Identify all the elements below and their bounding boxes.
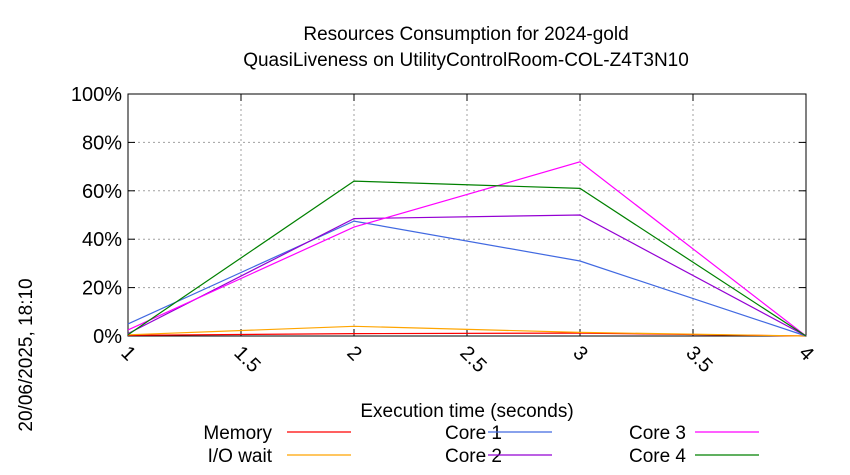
y-tick-label: 60% <box>82 181 122 203</box>
x-tick-label: 3.5 <box>681 342 716 377</box>
chart-title: Resources Consumption for 2024-gold <box>303 24 628 45</box>
x-tick-label: 4 <box>794 342 817 365</box>
legend-label: Core 4 <box>629 446 686 467</box>
legend-label: Memory <box>203 423 272 444</box>
y-axis: 0% 20% 40% 60% 80% 100% <box>71 84 806 348</box>
x-tick-label: 3 <box>568 342 591 365</box>
x-tick-label: 2.5 <box>455 342 490 377</box>
x-axis-label: Execution time (seconds) <box>360 401 573 422</box>
chart-subtitle: QuasiLiveness on UtilityControlRoom-COL-… <box>243 50 689 71</box>
series-line-core-3 <box>127 161 807 337</box>
grid <box>128 94 806 336</box>
legend-label: I/O wait <box>208 446 273 467</box>
legend-label: Core 1 <box>445 423 502 444</box>
y-tick-label: 80% <box>82 132 122 154</box>
legend-label: Core 3 <box>629 423 686 444</box>
y-tick-label: 20% <box>82 278 122 300</box>
series-line-i-o-wait <box>127 325 807 337</box>
y-tick-label: 0% <box>93 326 122 348</box>
series-line-core-4 <box>127 180 807 337</box>
series-lines <box>127 161 807 337</box>
x-tick-label: 1.5 <box>229 342 264 377</box>
y-tick-label: 100% <box>71 84 122 106</box>
legend-label: Core 2 <box>445 446 502 467</box>
series-line-core-2 <box>127 214 807 337</box>
y-tick-label: 40% <box>82 229 122 251</box>
series-line-core-1 <box>127 220 807 337</box>
timestamp-label: 20/06/2025, 18:10 <box>16 278 37 431</box>
x-tick-label: 2 <box>342 342 365 365</box>
